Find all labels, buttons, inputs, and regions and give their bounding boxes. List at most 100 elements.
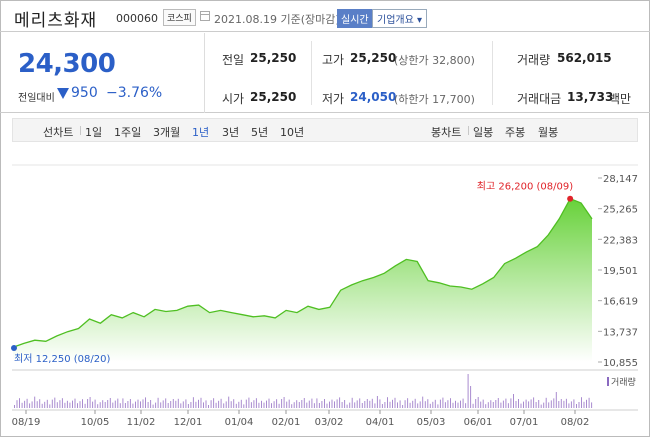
volume-bar — [104, 402, 106, 408]
as-of-date: 2021.08.19 기준(장마감) — [214, 13, 340, 26]
volume-bar — [540, 404, 542, 408]
price-point — [132, 311, 135, 314]
volume-bar — [495, 400, 497, 408]
volume-bar — [321, 401, 323, 408]
period-1y[interactable]: 1년 — [192, 126, 210, 139]
lower-limit: (하한가 17,700) — [394, 93, 475, 106]
volume-bar — [172, 399, 174, 408]
volume-bar — [334, 401, 335, 408]
volume-bar — [14, 405, 15, 408]
period-3y[interactable]: 3년 — [222, 126, 240, 139]
x-tick-label: 05/03 — [417, 417, 446, 428]
period-10y[interactable]: 10년 — [280, 126, 305, 139]
volume-value: 562,015 — [557, 51, 612, 65]
candle-weekly[interactable]: 주봉 — [505, 126, 526, 139]
volume-bar — [344, 400, 346, 408]
volume-bar — [306, 402, 308, 408]
volume-bar — [576, 404, 577, 408]
volume-bar — [69, 402, 71, 408]
volume-bar — [29, 403, 31, 408]
volume-bar — [447, 400, 449, 408]
divider — [468, 126, 469, 135]
low-label: 저가 — [322, 92, 345, 106]
volume-bar — [200, 397, 202, 408]
period-3m[interactable]: 3개월 — [153, 126, 181, 139]
volume-bar — [467, 374, 469, 408]
volume-bar — [240, 399, 242, 408]
volume-bar — [452, 402, 454, 408]
volume-bar — [419, 401, 421, 408]
price-point — [361, 279, 364, 282]
volume-bar — [424, 401, 426, 408]
price-point — [383, 272, 386, 275]
price-point — [22, 342, 25, 345]
volume-bar — [255, 398, 257, 408]
volume-bar — [417, 403, 419, 408]
volume-bar — [54, 397, 56, 408]
price-point — [492, 276, 495, 279]
price-point — [285, 309, 288, 312]
volume-bar — [450, 398, 451, 408]
candle-monthly[interactable]: 월봉 — [538, 126, 559, 139]
x-tick-label: 06/01 — [464, 417, 493, 428]
open-label: 시가 — [222, 92, 245, 106]
volume-bar — [548, 402, 550, 408]
volume-bar — [364, 401, 366, 408]
volume-bar — [66, 400, 68, 408]
market-badge: 코스피 — [163, 9, 196, 26]
volume-bar — [185, 399, 187, 408]
stock-name[interactable]: 메리츠화재 — [14, 11, 98, 31]
volume-label: 거래량 — [517, 53, 551, 67]
volume-bar — [427, 399, 429, 408]
volume-bar — [437, 404, 439, 408]
volume-bar — [288, 399, 290, 408]
volume-bar — [87, 399, 89, 408]
volume-bar — [132, 403, 134, 408]
volume-bar — [56, 402, 58, 408]
realtime-button[interactable]: 실시간 — [337, 9, 373, 28]
volume-bar — [266, 400, 267, 408]
period-1w[interactable]: 1주일 — [114, 126, 142, 139]
price-point — [547, 233, 550, 236]
volume-bar — [283, 397, 285, 408]
volume-bar — [578, 402, 580, 408]
price-point — [536, 245, 539, 248]
y-tick-label: 10,855 — [603, 358, 638, 369]
volume-bar — [238, 401, 240, 408]
volume-bar — [376, 396, 378, 408]
price-chart[interactable]: 28,147 25,265 22,383 19,501 16,619 13,737 10,8… — [0, 145, 650, 437]
line-chart-label: 선차트 — [43, 126, 74, 139]
volume-bar — [24, 400, 26, 408]
price-area — [13, 198, 592, 362]
volume-bar — [525, 399, 527, 408]
volume-bar — [497, 398, 499, 408]
price-point — [252, 315, 255, 318]
price-point — [525, 250, 528, 253]
price-point — [175, 309, 178, 312]
volume-bar — [482, 399, 484, 408]
volume-bar — [228, 396, 230, 408]
volume-bar — [455, 400, 456, 408]
company-info-dropdown[interactable]: 기업개요 ▾ — [372, 9, 427, 28]
low-value: 24,050 — [350, 90, 397, 104]
period-1d[interactable]: 1일 — [85, 126, 103, 139]
volume-bar — [490, 400, 492, 408]
volume-bar — [46, 399, 48, 408]
volume-bar — [286, 401, 288, 408]
volume-bar — [64, 402, 66, 408]
period-5y[interactable]: 5년 — [251, 126, 269, 139]
low-marker — [11, 345, 17, 351]
volume-bar — [460, 400, 461, 408]
volume-bar — [276, 399, 278, 408]
volume-bar — [308, 400, 310, 408]
candle-daily[interactable]: 일봉 — [473, 126, 494, 139]
volume-bar — [379, 399, 381, 408]
volume-bar — [59, 400, 61, 408]
volume-bar — [356, 400, 358, 408]
volume-bar — [298, 402, 300, 408]
volume-bar — [361, 403, 363, 408]
volume-bar — [515, 401, 517, 408]
volume-bar — [261, 400, 262, 408]
volume-bar — [117, 398, 119, 408]
volume-bar — [387, 397, 388, 408]
